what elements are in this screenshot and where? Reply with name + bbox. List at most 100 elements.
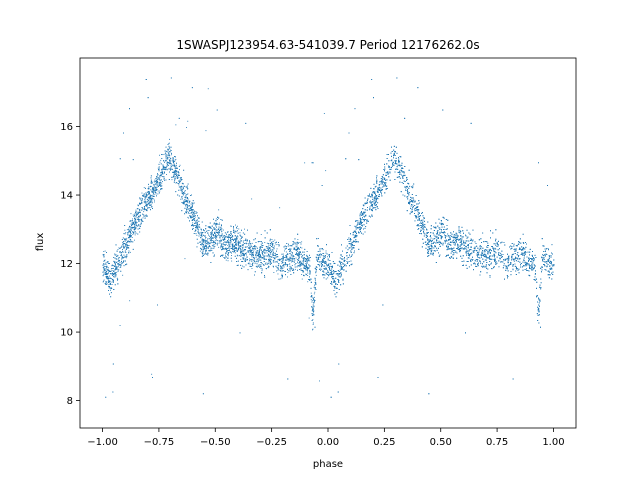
data-point (281, 270, 283, 272)
data-point (178, 172, 180, 174)
data-point (307, 272, 309, 274)
data-point (318, 245, 319, 247)
data-point (306, 267, 308, 269)
data-point (126, 247, 128, 249)
data-point (321, 255, 323, 257)
data-point (194, 230, 196, 232)
data-point (166, 157, 168, 159)
data-point (105, 276, 107, 278)
data-point (150, 209, 151, 211)
data-point (186, 208, 188, 210)
data-point (314, 278, 316, 280)
data-point (259, 259, 261, 261)
data-point (267, 262, 269, 264)
data-point (247, 229, 248, 231)
data-point (135, 211, 137, 212)
data-point (262, 245, 264, 246)
data-point (245, 252, 247, 254)
data-point (110, 271, 112, 272)
data-point (256, 232, 258, 234)
data-point (187, 206, 189, 207)
data-point (161, 185, 163, 187)
data-point (109, 283, 111, 284)
data-point (256, 250, 258, 251)
data-point (207, 242, 209, 244)
data-point (148, 186, 149, 188)
data-point (242, 247, 244, 249)
data-point (117, 283, 119, 285)
data-point (235, 247, 236, 248)
data-point (179, 182, 180, 183)
data-point (150, 175, 152, 177)
data-point (130, 241, 132, 242)
data-point (266, 242, 268, 244)
data-point (267, 248, 269, 250)
data-point (246, 254, 247, 256)
data-point (278, 244, 280, 246)
data-point (214, 231, 216, 233)
data-point (192, 222, 194, 224)
data-point (158, 185, 159, 187)
data-point (302, 271, 304, 273)
data-point (266, 232, 268, 234)
data-point (134, 215, 136, 217)
data-point (211, 233, 213, 235)
data-point (146, 194, 148, 196)
data-point (105, 396, 107, 398)
data-point (305, 258, 307, 260)
data-point (261, 272, 263, 274)
data-point (258, 250, 260, 251)
data-point (295, 253, 297, 255)
data-point (289, 250, 290, 252)
data-point (311, 296, 313, 298)
data-point (107, 278, 109, 280)
data-point (289, 253, 291, 255)
data-point (106, 278, 108, 280)
data-point (258, 254, 259, 256)
data-point (160, 188, 162, 190)
data-point (156, 177, 158, 179)
data-point (321, 266, 322, 268)
data-point (161, 154, 163, 155)
data-point (159, 176, 161, 178)
data-point (287, 264, 289, 265)
data-point (126, 242, 128, 244)
data-point (153, 194, 155, 195)
data-point (134, 227, 135, 229)
data-point (102, 271, 104, 273)
data-point (134, 221, 136, 223)
data-point (247, 239, 248, 241)
data-point (201, 255, 203, 257)
data-point (102, 264, 104, 266)
data-point (259, 254, 261, 256)
data-point (243, 253, 245, 255)
data-point (203, 229, 204, 230)
data-point (198, 224, 200, 226)
data-point (158, 179, 160, 180)
data-point (214, 232, 215, 234)
data-point (171, 154, 172, 156)
data-point (233, 251, 234, 253)
data-point (203, 249, 204, 251)
data-point (123, 246, 125, 248)
data-point (311, 320, 313, 321)
data-point (298, 259, 300, 261)
data-point (152, 182, 153, 184)
data-point (327, 274, 329, 276)
data-point (117, 263, 118, 265)
data-point (186, 212, 188, 214)
data-point (120, 270, 122, 272)
data-point (249, 265, 251, 267)
data-point (191, 194, 192, 196)
data-point (190, 195, 192, 196)
data-point (227, 250, 228, 252)
data-point (112, 270, 114, 271)
data-point (233, 239, 235, 240)
data-point (309, 270, 311, 272)
data-point (103, 273, 105, 275)
data-point (141, 201, 143, 203)
data-point (123, 132, 124, 134)
data-point (323, 262, 325, 263)
data-point (165, 152, 167, 154)
data-point (298, 258, 300, 260)
